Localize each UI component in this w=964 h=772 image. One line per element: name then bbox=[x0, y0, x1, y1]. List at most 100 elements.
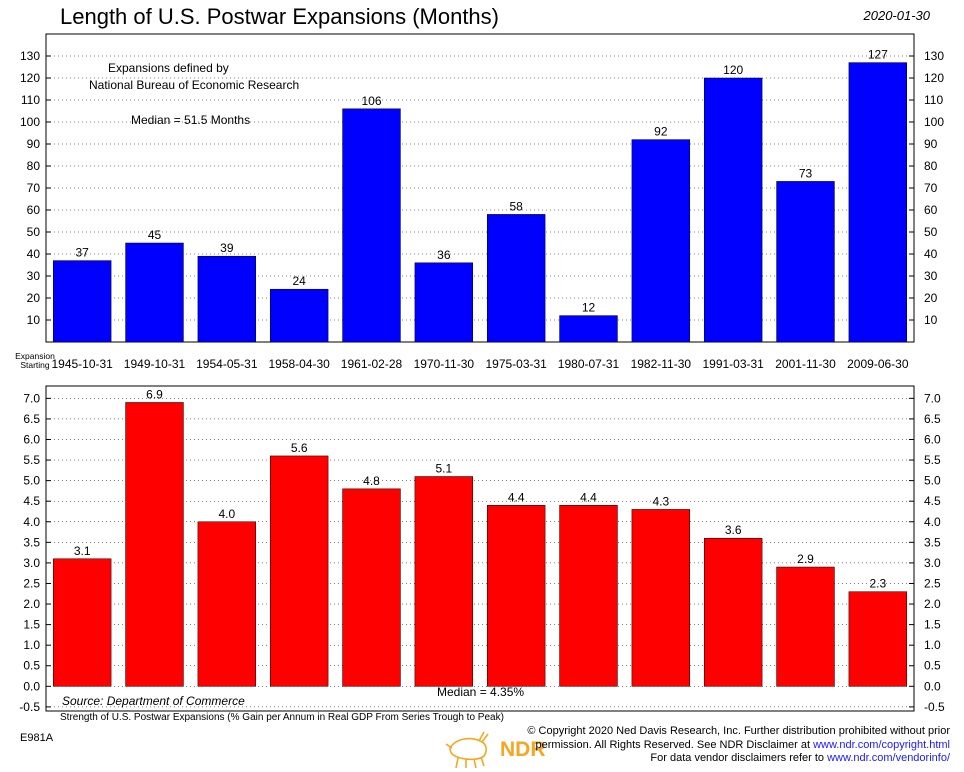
data-label: 37 bbox=[75, 246, 89, 260]
x-tick-label: 1954-05-31 bbox=[196, 357, 258, 371]
copyright-line2-text: permission. All Rights Reserved. See NDR… bbox=[535, 738, 814, 751]
y-tick-label-right: 6.0 bbox=[924, 432, 941, 446]
data-label: 3.1 bbox=[74, 544, 91, 558]
data-label: 6.9 bbox=[146, 387, 163, 401]
data-label: 24 bbox=[292, 274, 306, 288]
y-tick-label-right: 6.5 bbox=[924, 412, 941, 426]
data-label: 4.4 bbox=[508, 490, 525, 504]
x-tick-label: 1982-11-30 bbox=[631, 357, 692, 371]
bar-1991-03-31 bbox=[703, 77, 763, 343]
y-tick-label-right: 0.5 bbox=[924, 659, 941, 673]
y-tick-label-right: 5.0 bbox=[924, 474, 941, 488]
y-tick-label-right: 2.0 bbox=[924, 597, 941, 611]
x-axis-label-starting: Starting bbox=[20, 360, 50, 370]
x-tick-label: 1949-10-31 bbox=[124, 357, 186, 371]
x-tick-label: 2009-06-30 bbox=[847, 357, 909, 371]
y-tick-label-left: 80 bbox=[27, 159, 41, 173]
bar-2001-11-30 bbox=[776, 566, 835, 687]
y-tick-label-right: 80 bbox=[924, 159, 938, 173]
data-label: 45 bbox=[148, 228, 162, 242]
data-label: 58 bbox=[509, 199, 523, 213]
y-tick-label-right: 4.5 bbox=[924, 494, 941, 508]
bar-1961-02-28 bbox=[342, 108, 401, 343]
bar-1970-11-30 bbox=[414, 476, 474, 687]
bar-1975-03-31 bbox=[486, 505, 546, 687]
bottom-annotation-source: Source: Department of Commerce bbox=[62, 694, 245, 708]
y-tick-label-left: 6.0 bbox=[23, 432, 40, 446]
x-tick-label: 1945-10-31 bbox=[51, 357, 113, 371]
bar-1945-10-31 bbox=[52, 260, 112, 343]
y-tick-label-left: 6.5 bbox=[23, 412, 40, 426]
bar-1949-10-31 bbox=[125, 242, 184, 343]
x-tick-label: 2001-11-30 bbox=[775, 357, 836, 371]
x-tick-label: 1980-07-31 bbox=[558, 357, 620, 371]
chart-date: 2020-01-30 bbox=[863, 8, 931, 23]
data-label: 106 bbox=[361, 94, 381, 108]
y-tick-label-left: 3.0 bbox=[23, 556, 40, 570]
bull-icon bbox=[446, 731, 489, 769]
bar-1975-03-31 bbox=[486, 214, 546, 343]
y-tick-label-left: 10 bbox=[27, 313, 41, 327]
y-tick-label-right: 3.5 bbox=[924, 535, 941, 549]
x-tick-label: 1975-03-31 bbox=[485, 357, 547, 371]
bar-2009-06-30 bbox=[848, 591, 908, 687]
y-tick-label-left: 4.0 bbox=[23, 515, 40, 529]
data-label: 39 bbox=[220, 241, 234, 255]
copyright-link[interactable]: www.ndr.com/copyright.html bbox=[813, 738, 950, 751]
y-tick-label-right: 3.0 bbox=[924, 556, 941, 570]
y-tick-label-right: 1.5 bbox=[924, 618, 941, 632]
data-label: 36 bbox=[437, 248, 451, 262]
x-tick-label: 1970-11-30 bbox=[414, 357, 475, 371]
y-tick-label-right: 0.0 bbox=[924, 679, 941, 693]
y-tick-label-right: 7.0 bbox=[924, 391, 941, 405]
copyright-notice: © Copyright 2020 Ned Davis Research, Inc… bbox=[527, 725, 950, 766]
data-label: 5.1 bbox=[435, 462, 452, 476]
y-tick-label-right: 130 bbox=[924, 49, 944, 63]
data-label: 2.3 bbox=[869, 577, 886, 591]
x-axis-label-expansion: Expansion bbox=[15, 351, 55, 361]
y-tick-label-right: 1.0 bbox=[924, 638, 941, 652]
y-tick-label-right: 40 bbox=[924, 247, 938, 261]
bar-1954-05-31 bbox=[197, 521, 257, 687]
y-tick-label-left: 50 bbox=[27, 225, 41, 239]
copyright-line1: © Copyright 2020 Ned Davis Research, Inc… bbox=[527, 725, 950, 737]
y-tick-label-left: 70 bbox=[27, 181, 41, 195]
top-annotation-median: Median = 51.5 Months bbox=[131, 113, 250, 127]
y-tick-label-left: 90 bbox=[27, 137, 41, 151]
y-tick-label-left: 7.0 bbox=[23, 391, 40, 405]
ndr-logo: NDR bbox=[446, 731, 546, 769]
x-tick-label: 1961-02-28 bbox=[341, 357, 403, 371]
x-tick-label: 1958-04-30 bbox=[268, 357, 330, 371]
bar-1970-11-30 bbox=[414, 262, 474, 343]
y-tick-label-right: 2.5 bbox=[924, 576, 941, 590]
y-tick-label-left: 1.5 bbox=[23, 618, 40, 632]
chart-code: E981A bbox=[20, 732, 54, 744]
data-label: 127 bbox=[868, 48, 888, 62]
y-tick-label-right: 60 bbox=[924, 203, 938, 217]
y-tick-label-right: 50 bbox=[924, 225, 938, 239]
bar-1980-07-31 bbox=[559, 315, 618, 343]
data-label: 73 bbox=[799, 166, 813, 180]
y-tick-label-left: 20 bbox=[27, 291, 41, 305]
data-label: 4.3 bbox=[652, 494, 669, 508]
y-tick-label-left: 5.0 bbox=[23, 474, 40, 488]
y-tick-label-left: 60 bbox=[27, 203, 41, 217]
data-label: 2.9 bbox=[797, 552, 814, 566]
y-tick-label-right: 30 bbox=[924, 269, 938, 283]
bottom-annotation-median: Median = 4.35% bbox=[437, 685, 524, 699]
y-tick-label-left: -0.5 bbox=[19, 700, 40, 714]
x-tick-label: 1991-03-31 bbox=[702, 357, 764, 371]
bar-2001-11-30 bbox=[776, 181, 835, 343]
y-tick-label-left: 120 bbox=[20, 71, 40, 85]
y-tick-label-left: 110 bbox=[21, 93, 40, 107]
bar-1982-11-30 bbox=[631, 139, 691, 343]
vendorinfo-link[interactable]: www.ndr.com/vendorinfo/ bbox=[827, 752, 950, 764]
data-label: 92 bbox=[654, 125, 668, 139]
y-tick-label-right: -0.5 bbox=[924, 700, 945, 714]
top-annotation-defined-line2: National Bureau of Economic Research bbox=[89, 78, 299, 92]
bar-1958-04-30 bbox=[269, 288, 329, 343]
y-tick-label-left: 2.0 bbox=[23, 597, 40, 611]
bar-1949-10-31 bbox=[125, 402, 184, 687]
data-label: 4.4 bbox=[580, 490, 597, 504]
